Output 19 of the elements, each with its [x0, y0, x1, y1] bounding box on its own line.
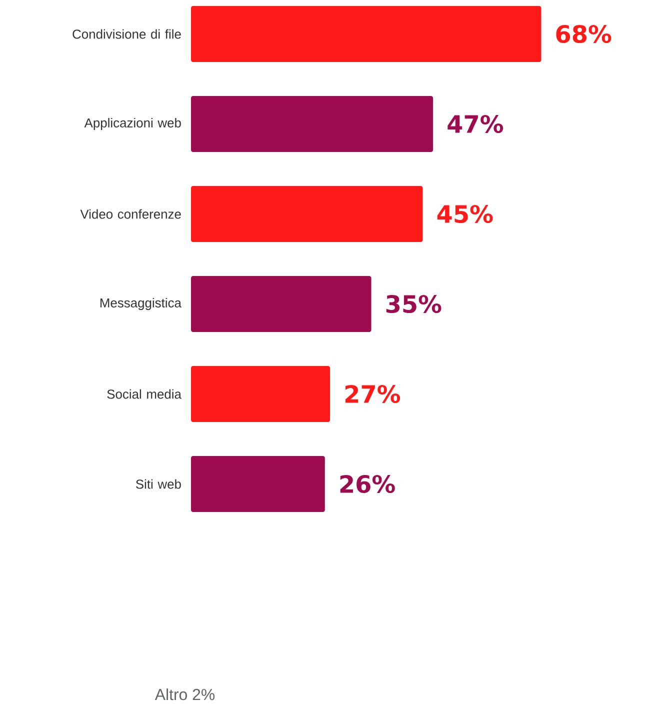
bar — [191, 456, 325, 512]
data-label: 47% — [448, 114, 504, 134]
y-tick-label: Messaggistica — [100, 298, 182, 310]
y-tick-label: Social media — [107, 389, 182, 399]
y-tick-label: Applicazioni web — [84, 118, 181, 130]
text: Altro 2% — [154, 688, 215, 700]
bar — [191, 96, 434, 152]
data-label: 27% — [345, 384, 400, 404]
bar — [191, 186, 423, 242]
bar — [191, 276, 372, 332]
data-label: 35% — [386, 294, 442, 314]
bar — [191, 366, 330, 422]
y-tick-label: Siti web — [136, 479, 181, 489]
data-label: 26% — [340, 474, 395, 494]
y-tick-label: Condivisione di file — [72, 29, 181, 39]
bar — [191, 6, 542, 62]
data-label: 45% — [437, 204, 493, 224]
y-tick-label: Video conferenze — [80, 209, 181, 219]
data-label: 68% — [556, 24, 612, 44]
